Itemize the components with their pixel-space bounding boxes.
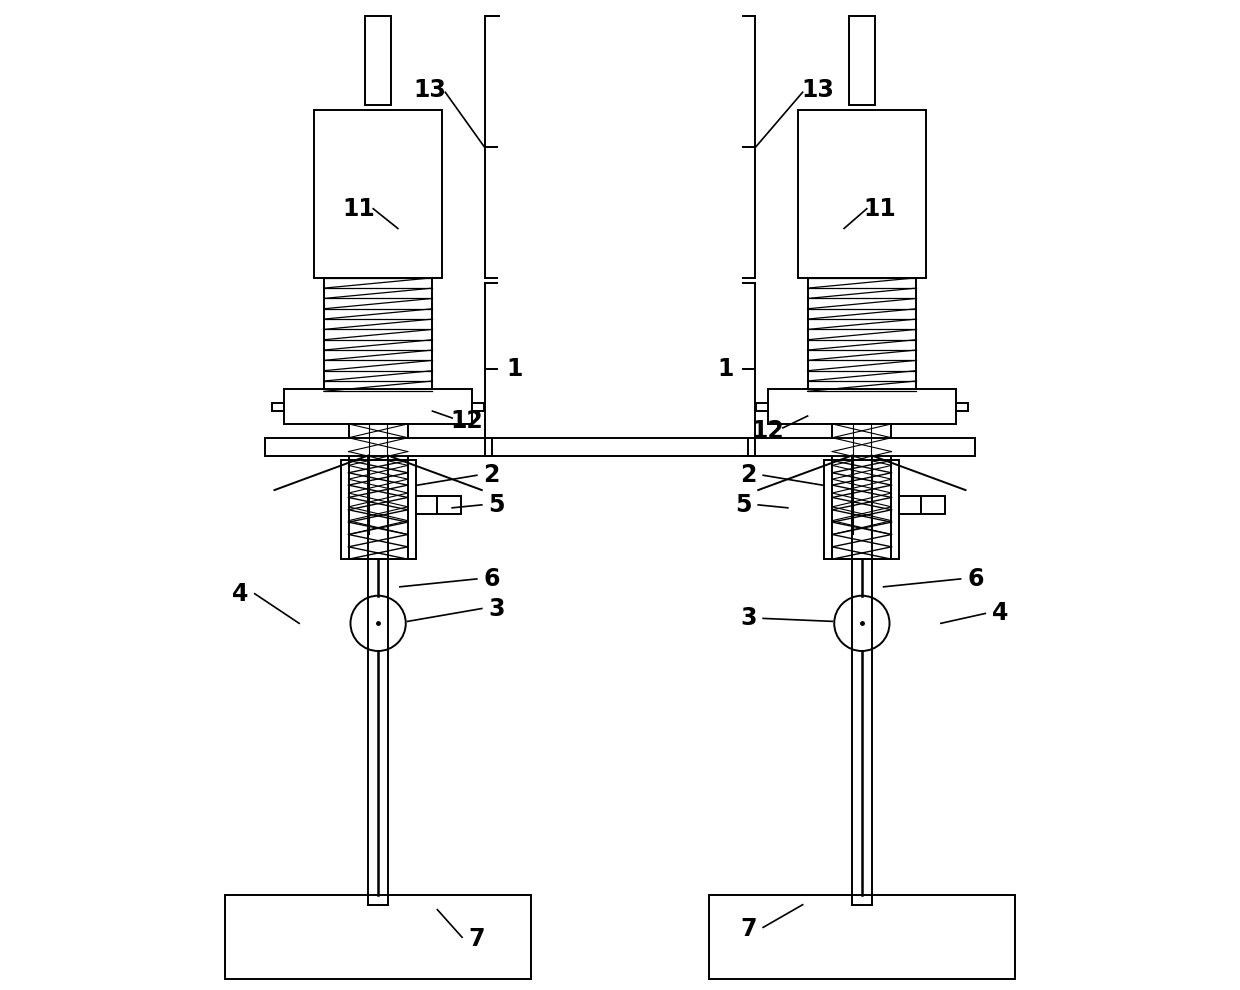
Bar xyxy=(756,403,768,411)
Bar xyxy=(341,460,415,559)
Bar xyxy=(921,496,945,514)
Bar xyxy=(472,403,484,411)
Circle shape xyxy=(351,596,405,651)
Bar xyxy=(825,460,899,559)
Text: 1: 1 xyxy=(506,357,522,381)
Bar xyxy=(768,389,956,424)
Bar xyxy=(748,438,976,455)
Text: 4: 4 xyxy=(992,602,1008,626)
Text: 4: 4 xyxy=(232,582,248,606)
Text: 5: 5 xyxy=(735,493,751,517)
Bar xyxy=(415,496,438,514)
Circle shape xyxy=(835,596,889,651)
Text: 5: 5 xyxy=(489,493,505,517)
Bar xyxy=(797,110,926,278)
Text: 6: 6 xyxy=(484,567,500,591)
Bar xyxy=(438,496,461,514)
Text: 13: 13 xyxy=(413,78,446,102)
Text: 1: 1 xyxy=(718,357,734,381)
Text: 6: 6 xyxy=(967,567,983,591)
Text: 12: 12 xyxy=(450,409,484,433)
Bar xyxy=(849,16,874,105)
Text: 13: 13 xyxy=(801,78,833,102)
Bar xyxy=(226,895,531,979)
Bar xyxy=(366,16,391,105)
Text: 12: 12 xyxy=(751,419,785,443)
Text: 11: 11 xyxy=(342,197,374,221)
Text: 2: 2 xyxy=(484,463,500,487)
Bar xyxy=(709,895,1014,979)
Text: 7: 7 xyxy=(469,928,485,951)
Bar xyxy=(264,438,492,455)
Text: 2: 2 xyxy=(740,463,756,487)
Bar xyxy=(832,460,892,559)
Bar xyxy=(324,278,433,391)
Bar xyxy=(807,278,916,391)
Text: 3: 3 xyxy=(489,597,505,621)
Bar xyxy=(284,389,472,424)
Bar xyxy=(899,496,921,514)
Bar xyxy=(314,110,443,278)
Bar xyxy=(956,403,967,411)
Text: 3: 3 xyxy=(740,607,756,631)
Bar xyxy=(832,424,892,535)
Text: 7: 7 xyxy=(740,918,756,941)
Text: 11: 11 xyxy=(863,197,897,221)
Bar xyxy=(348,460,408,559)
Bar xyxy=(273,403,284,411)
Bar xyxy=(348,424,408,535)
